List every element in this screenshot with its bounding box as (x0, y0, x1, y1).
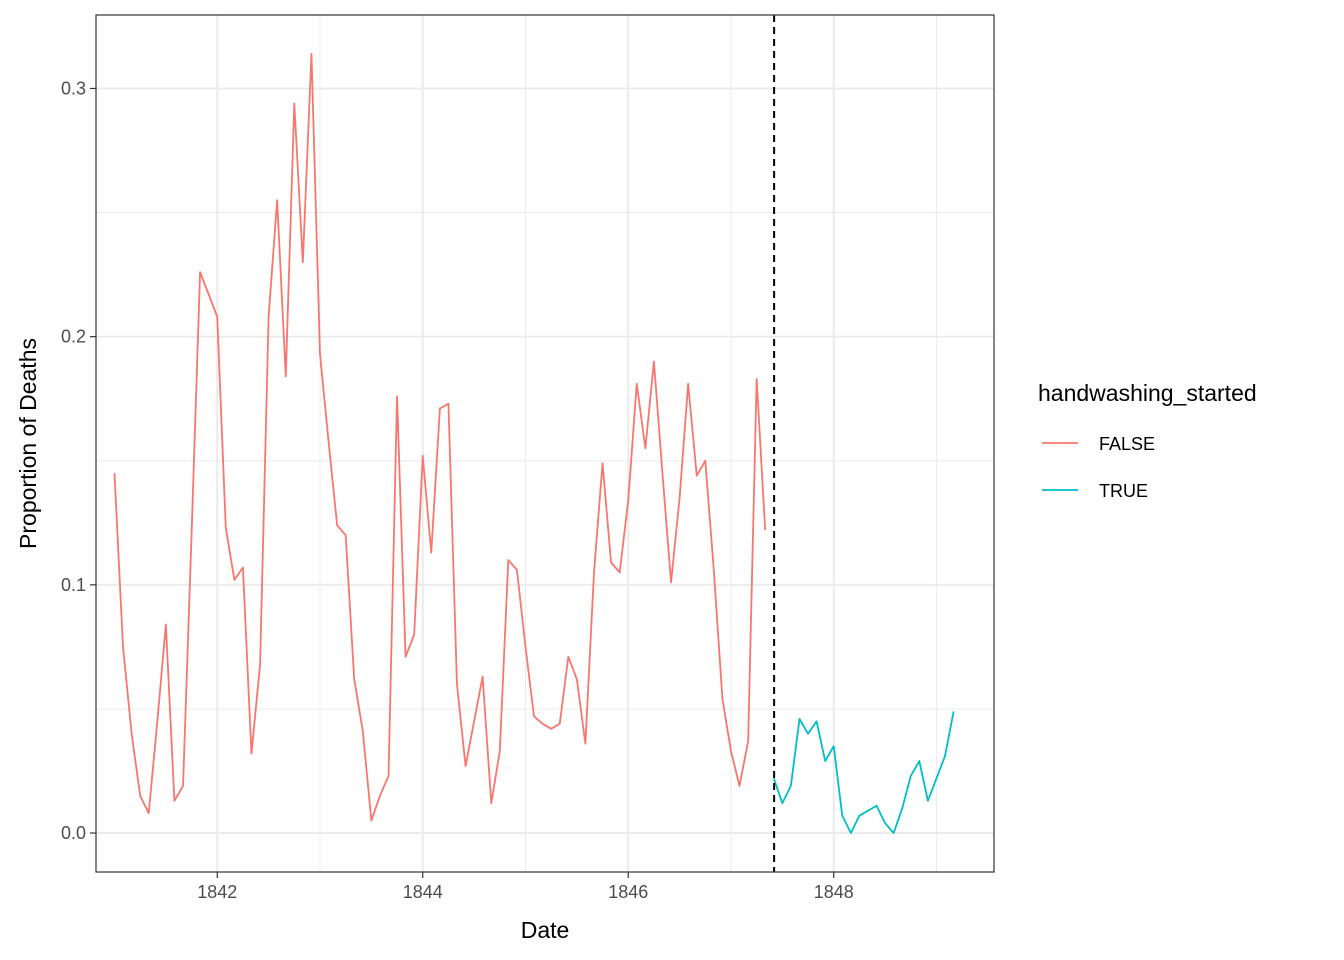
y-axis-title: Proportion of Deaths (15, 338, 41, 549)
legend-items: FALSE TRUE (1042, 434, 1155, 501)
plot-panel (95, 14, 995, 873)
y-tick-label: 0.3 (61, 78, 86, 98)
y-tick-label: 0.1 (61, 575, 86, 595)
series-layer (113, 52, 955, 834)
series-line-true (772, 711, 955, 834)
minor-gridlines (96, 15, 994, 872)
legend-title: handwashing_started (1038, 380, 1257, 406)
panel-border (95, 14, 995, 873)
y-axis: 0.0 0.1 0.2 0.3 (61, 78, 96, 843)
x-axis: 1842 1844 1846 1848 (197, 872, 854, 902)
x-tick-label: 1848 (814, 882, 854, 902)
legend-label-true: TRUE (1099, 481, 1148, 501)
legend: handwashing_started FALSE TRUE (1038, 380, 1257, 501)
x-tick-label: 1846 (608, 882, 648, 902)
panel-background (96, 15, 994, 872)
x-tick-label: 1844 (403, 882, 443, 902)
y-tick-label: 0.0 (61, 823, 86, 843)
legend-label-false: FALSE (1099, 434, 1155, 454)
series-line-false (113, 52, 767, 822)
y-tick-label: 0.2 (61, 327, 86, 347)
x-axis-title: Date (521, 917, 570, 943)
x-tick-label: 1842 (197, 882, 237, 902)
major-gridlines (96, 15, 994, 872)
